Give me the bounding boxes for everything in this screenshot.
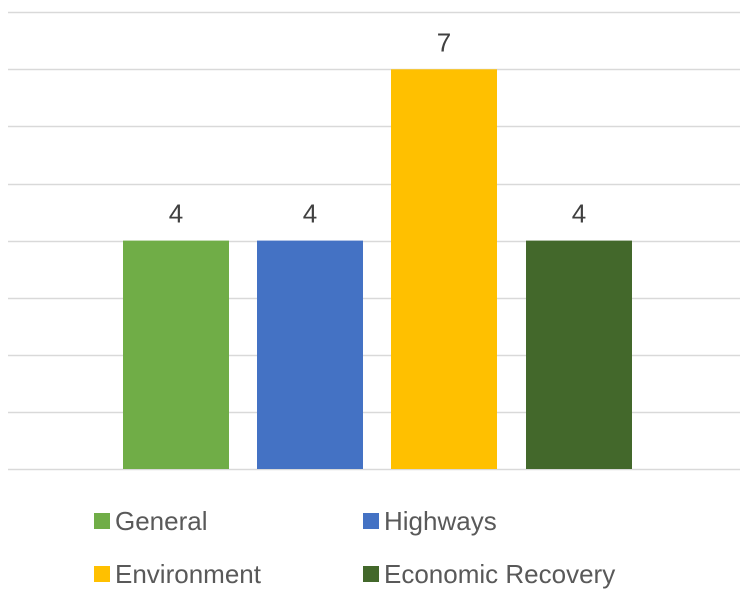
legend-swatch-general bbox=[94, 513, 110, 529]
bar-highways bbox=[257, 240, 363, 469]
legend-item-general: General bbox=[94, 506, 208, 536]
bar-economic-recovery bbox=[526, 240, 632, 469]
bar-general bbox=[123, 240, 229, 469]
legend-swatch-environment bbox=[94, 566, 110, 582]
data-label-general: 4 bbox=[169, 199, 183, 229]
legend-label-general: General bbox=[115, 506, 208, 536]
legend-label-highways: Highways bbox=[384, 506, 497, 536]
legend-label-economic-recovery: Economic Recovery bbox=[384, 559, 615, 589]
bars bbox=[123, 69, 632, 470]
data-label-highways: 4 bbox=[303, 199, 317, 229]
legend-item-environment: Environment bbox=[94, 559, 262, 589]
legend-swatch-economic-recovery bbox=[363, 566, 379, 582]
legend-item-economic-recovery: Economic Recovery bbox=[363, 559, 615, 589]
data-label-environment: 7 bbox=[437, 27, 451, 57]
legend: General Highways Environment Economic Recov… bbox=[94, 506, 615, 589]
bar-environment bbox=[391, 69, 497, 470]
legend-item-highways: Highways bbox=[363, 506, 497, 536]
data-label-economic-recovery: 4 bbox=[572, 199, 586, 229]
legend-swatch-highways bbox=[363, 513, 379, 529]
data-labels: 4 4 7 4 bbox=[169, 27, 586, 228]
legend-label-environment: Environment bbox=[115, 559, 262, 589]
